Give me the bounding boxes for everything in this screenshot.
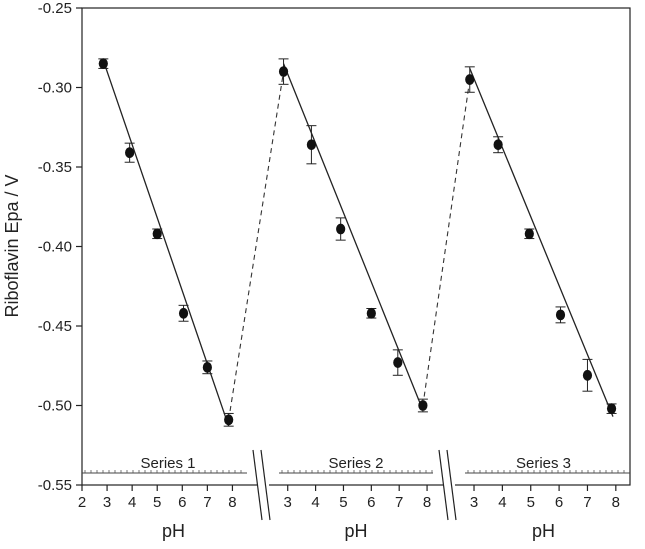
data-point	[464, 66, 475, 93]
y-tick-label: -0.30	[38, 80, 72, 97]
data-point	[524, 228, 535, 240]
marker	[606, 403, 617, 415]
data-point	[278, 58, 289, 85]
marker	[125, 147, 135, 159]
break-gap	[257, 482, 269, 490]
x-tick-label: 7	[203, 494, 211, 511]
x-tick-label: 3	[103, 494, 111, 511]
x-tick-label: 4	[498, 494, 506, 511]
data-point	[366, 307, 377, 319]
y-tick-label: -0.55	[38, 477, 72, 494]
x-tick-label: 6	[555, 494, 563, 511]
marker	[306, 139, 317, 151]
x-tick-label: 3	[470, 494, 478, 511]
fit-lines	[102, 60, 614, 427]
axis-break-marks	[252, 449, 457, 521]
x-tick-label: 8	[228, 494, 236, 511]
x-tick-label: 5	[527, 494, 535, 511]
marker	[493, 139, 503, 151]
data-point	[335, 217, 346, 241]
x-tick-label: 4	[311, 494, 319, 511]
y-tick-label: -0.35	[38, 159, 72, 176]
marker	[366, 307, 376, 319]
marker	[278, 66, 289, 77]
data-point	[306, 125, 317, 165]
marker	[393, 357, 403, 368]
x-axis-title: pH	[162, 521, 185, 541]
data-point	[223, 412, 234, 427]
marker	[178, 307, 189, 319]
marker	[555, 309, 566, 321]
data-points	[98, 58, 617, 427]
break-slash	[252, 449, 263, 521]
data-point	[202, 360, 213, 375]
dashed-connector	[422, 79, 471, 406]
x-axis-title: pH	[532, 521, 555, 541]
x-tick-label: 6	[178, 494, 186, 511]
fit-line	[469, 68, 614, 417]
series-labels: Series 1 Series 2 Series 3	[140, 455, 571, 472]
marker	[336, 223, 346, 235]
data-point	[98, 58, 109, 70]
break-slash	[438, 449, 449, 521]
data-point	[493, 136, 504, 154]
break-slash	[260, 449, 271, 521]
plot-area-frame	[81, 7, 631, 486]
data-point	[555, 306, 566, 324]
x-tick-label: 4	[128, 494, 136, 511]
y-axis: -0.25 -0.30 -0.35 -0.40 -0.45 -0.50 -0.55	[38, 0, 82, 494]
break-gap	[443, 482, 455, 490]
series-label: Series 1	[140, 455, 195, 472]
marker	[224, 414, 234, 426]
y-axis-title: Riboflavin Epa / V	[2, 174, 22, 317]
marker	[152, 228, 162, 240]
data-point	[152, 228, 163, 240]
x-tick-label: 7	[583, 494, 591, 511]
y-tick-label: -0.40	[38, 239, 72, 256]
fit-line	[282, 63, 424, 411]
data-point	[417, 398, 428, 413]
marker	[582, 369, 593, 381]
dashed-connectors	[228, 71, 471, 420]
marker	[524, 228, 534, 240]
dashed-connector	[228, 71, 285, 420]
data-point	[124, 142, 135, 163]
x-axis-title: pH	[344, 521, 367, 541]
y-tick-label: -0.25	[38, 0, 72, 17]
x-tick-label: 8	[612, 494, 620, 511]
marker	[465, 74, 475, 85]
data-point	[606, 403, 617, 415]
data-point	[178, 304, 189, 322]
x-tick-label: 3	[284, 494, 292, 511]
series-label: Series 3	[516, 455, 571, 472]
marker	[98, 58, 108, 70]
x-tick-label: 7	[395, 494, 403, 511]
x-tick-label: 6	[367, 494, 375, 511]
x-tick-label: 5	[153, 494, 161, 511]
marker	[202, 361, 212, 373]
y-tick-label: -0.50	[38, 398, 72, 415]
data-point	[582, 358, 593, 392]
y-tick-label: -0.45	[38, 318, 72, 335]
x-tick-label: 8	[423, 494, 431, 511]
break-slash	[446, 449, 457, 521]
x-tick-label: 5	[339, 494, 347, 511]
series-label: Series 2	[328, 455, 383, 472]
data-point	[392, 349, 403, 376]
x-tick-label: 2	[78, 494, 86, 511]
marker	[418, 400, 428, 411]
